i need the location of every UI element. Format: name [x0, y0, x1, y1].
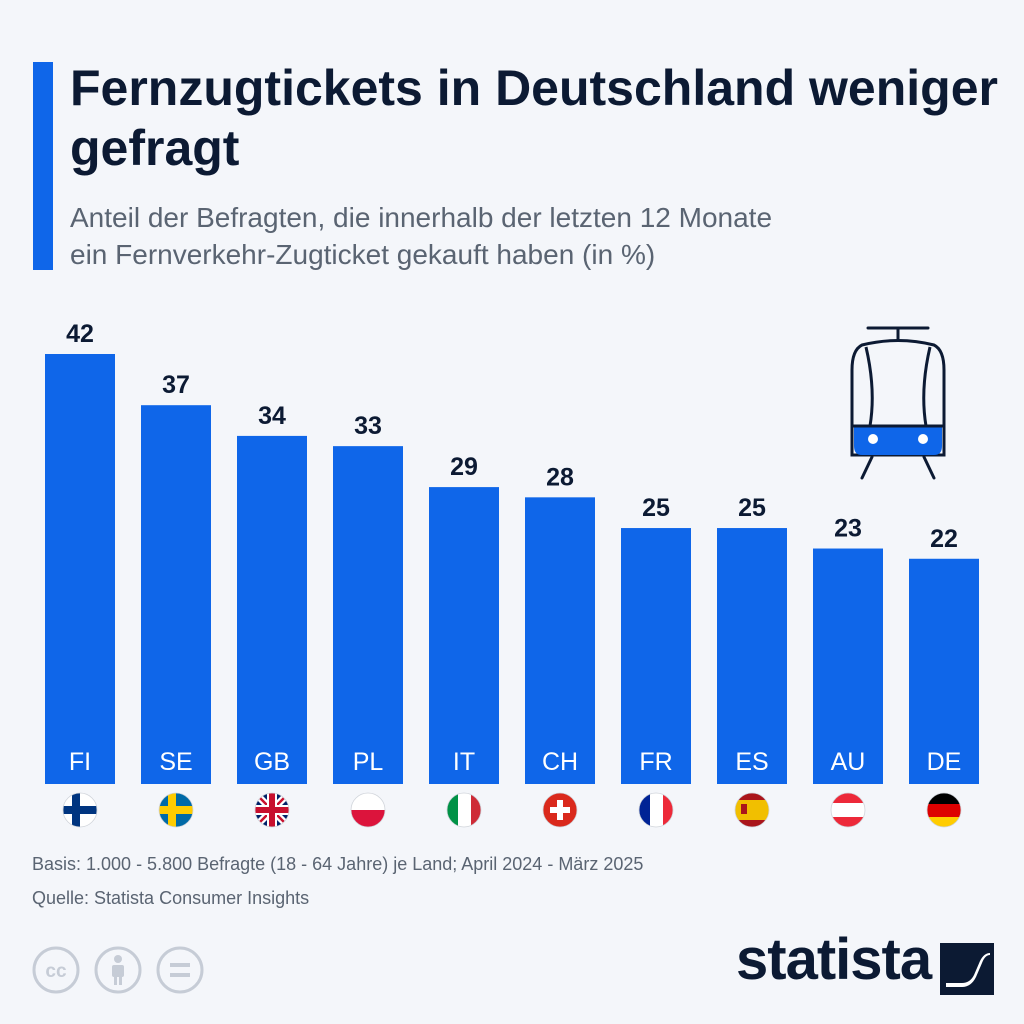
- subtitle: Anteil der Befragten, die innerhalb der …: [70, 199, 1000, 273]
- category-label-ch: CH: [542, 748, 578, 776]
- page-title: Fernzugtickets in Deutschland weniger ge…: [70, 60, 998, 176]
- category-label-se: SE: [159, 748, 192, 776]
- no-derivatives-icon: [156, 946, 204, 994]
- value-label-it: 29: [450, 453, 478, 481]
- footer-basis: Basis: 1.000 - 5.800 Befragte (18 - 64 J…: [32, 854, 644, 874]
- bar-fi: [45, 354, 115, 784]
- bar-au: [813, 548, 883, 784]
- cc-icon: cc: [32, 946, 80, 994]
- bar-es: [717, 528, 787, 784]
- category-label-fr: FR: [639, 748, 672, 776]
- spain-flag-icon: [734, 792, 770, 828]
- tram-icon: [850, 326, 946, 480]
- bar-it: [429, 487, 499, 784]
- subtitle-line-1: Anteil der Befragten, die innerhalb der …: [70, 202, 773, 233]
- france-flag-icon: [638, 792, 674, 828]
- category-label-gb: GB: [254, 748, 290, 776]
- value-label-ch: 28: [546, 463, 574, 491]
- bar-pl: [333, 446, 403, 784]
- value-label-fr: 25: [642, 494, 670, 522]
- category-label-fi: FI: [69, 748, 91, 776]
- category-label-it: IT: [453, 748, 475, 776]
- title-accent-bar: [33, 62, 53, 270]
- statista-logo-text: statista: [736, 927, 932, 992]
- category-label-pl: PL: [353, 748, 384, 776]
- austria-flag-icon: [830, 792, 866, 828]
- subtitle-line-2: ein Fernverkehr-Zugticket gekauft haben …: [70, 239, 656, 270]
- value-label-fi: 42: [66, 320, 94, 348]
- attribution-icon: [94, 946, 142, 994]
- bar-ch: [525, 497, 595, 784]
- sweden-flag-icon: [158, 792, 194, 828]
- italy-flag-icon: [446, 792, 482, 828]
- value-label-au: 23: [834, 515, 862, 543]
- uk-flag-icon: [254, 792, 290, 828]
- svg-text:cc: cc: [45, 961, 67, 982]
- switzerland-flag-icon: [542, 792, 578, 828]
- bar-de: [909, 558, 979, 784]
- bar-gb: [237, 435, 307, 784]
- category-label-de: DE: [927, 748, 962, 776]
- value-label-gb: 34: [258, 402, 286, 430]
- bar-se: [141, 405, 211, 784]
- value-label-de: 22: [930, 525, 958, 553]
- category-label-es: ES: [735, 748, 768, 776]
- footer-source: Quelle: Statista Consumer Insights: [32, 888, 310, 908]
- germany-flag-icon: [926, 792, 962, 828]
- value-label-es: 25: [738, 494, 766, 522]
- poland-flag-icon: [350, 792, 386, 828]
- category-label-au: AU: [831, 748, 866, 776]
- value-label-se: 37: [162, 371, 190, 399]
- bar-chart: 42 FI 37 SE 34 GB 33 PL 29 IT 28 CH 25 FR 25 ES 23 AU 22 DE: [45, 320, 979, 828]
- value-label-pl: 33: [354, 412, 382, 440]
- finland-flag-icon: [62, 792, 98, 828]
- statista-logo-icon: [940, 943, 994, 995]
- bar-fr: [621, 528, 691, 784]
